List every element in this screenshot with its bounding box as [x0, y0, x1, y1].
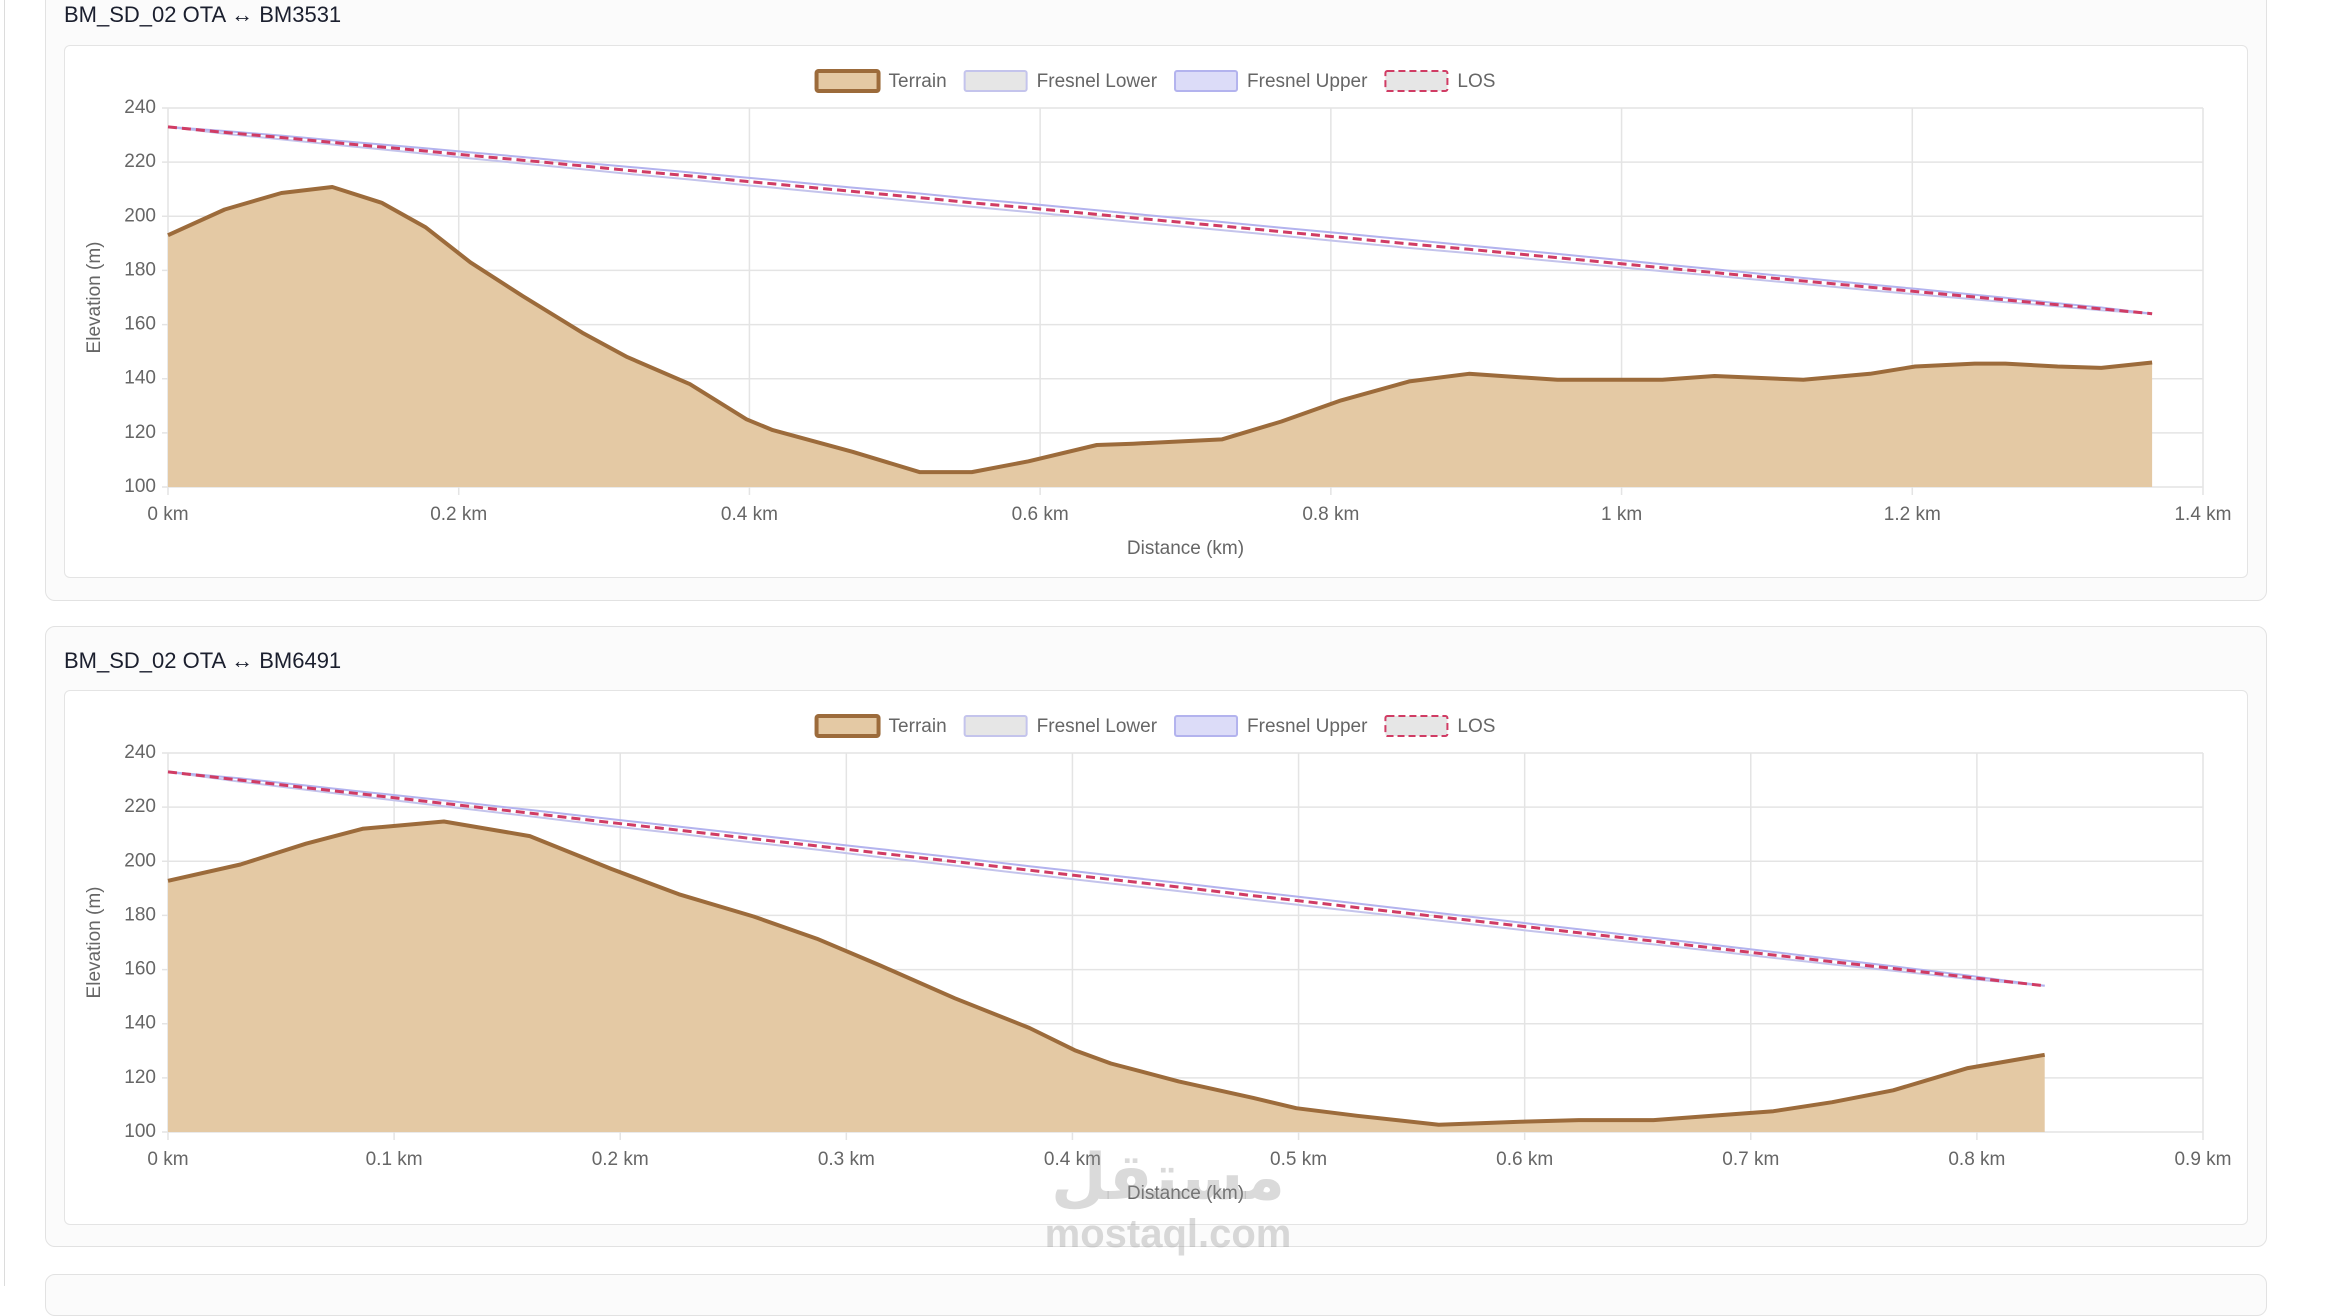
y-tick-label: 120	[124, 1067, 156, 1088]
legend-swatch	[1384, 715, 1449, 737]
card-title: BM_SD_02 OTA ↔ BM6491	[64, 648, 342, 673]
series-line	[167, 125, 2153, 315]
legend-label: Fresnel Lower	[1037, 716, 1158, 737]
x-tick-label: 1 km	[1601, 504, 1642, 525]
terrain-area	[168, 187, 2153, 487]
legend-label: Fresnel Lower	[1037, 71, 1158, 92]
page: BM_SD_02 OTA ↔ BM3531 BM_SD_02 OTA ↔ BM6…	[4, 0, 2267, 1316]
legend-swatch	[814, 714, 881, 738]
y-tick-label: 180	[124, 259, 156, 280]
x-tick-label: 0.5 km	[1270, 1149, 1327, 1170]
y-tick-label: 240	[124, 742, 156, 763]
legend-label: Terrain	[889, 716, 947, 737]
legend: Terrain Fresnel Lower Fresnel Upper LOS	[814, 69, 1495, 93]
x-axis-title: Distance (km)	[1127, 1183, 1244, 1204]
y-tick-label: 220	[124, 796, 156, 817]
x-tick-label: 1.2 km	[1884, 504, 1941, 525]
x-tick-label: 0.2 km	[592, 1149, 649, 1170]
y-tick-label: 180	[124, 904, 156, 925]
x-tick-label: 0 km	[147, 1149, 188, 1170]
y-tick-label: 120	[124, 422, 156, 443]
x-tick-label: 0 km	[147, 504, 188, 525]
x-tick-label: 0.6 km	[1496, 1149, 1553, 1170]
y-tick-label: 160	[124, 314, 156, 335]
y-tick-label: 100	[124, 476, 156, 497]
x-tick-label: 0.1 km	[366, 1149, 423, 1170]
x-tick-label: 0.8 km	[1302, 504, 1359, 525]
x-tick-label: 0.3 km	[818, 1149, 875, 1170]
legend-swatch	[1384, 70, 1449, 92]
card-title: BM_SD_02 OTA ↔ BM3531	[64, 2, 342, 27]
chart-box: 100 120 140 160 180 200 220 240 0 km 0.1 km 0.2 km…	[64, 690, 2248, 1225]
series-line	[167, 185, 2153, 475]
x-tick-label: 0.4 km	[721, 504, 778, 525]
terrain-area	[168, 821, 2045, 1132]
x-tick-label: 0.2 km	[430, 504, 487, 525]
y-tick-label: 200	[124, 850, 156, 871]
x-tick-label: 0.7 km	[1722, 1149, 1779, 1170]
series-line	[167, 770, 2045, 987]
series-line	[167, 770, 2045, 988]
y-tick-label: 220	[124, 151, 156, 172]
watermark-site: mostaql.com	[1044, 1212, 1292, 1256]
x-axis-title: Distance (km)	[1127, 538, 1244, 559]
legend-swatch	[814, 69, 881, 93]
chart: 100 120 140 160 180 200 220 240 0 km 0.1 km 0.2 km…	[84, 714, 2232, 1204]
legend-swatch	[963, 70, 1028, 92]
legend-label: LOS	[1457, 71, 1495, 92]
legend: Terrain Fresnel Lower Fresnel Upper LOS	[814, 714, 1495, 738]
y-tick-label: 140	[124, 368, 156, 389]
page-edge	[4, 0, 5, 1286]
y-tick-label: 160	[124, 959, 156, 980]
legend-swatch	[1174, 70, 1239, 92]
chart: 100 120 140 160 180 200 220 240 0 km 0.2 km 0.4 km…	[84, 69, 2232, 559]
x-tick-label: 0.4 km	[1044, 1149, 1101, 1170]
x-tick-label: 0.6 km	[1012, 504, 1069, 525]
chart-card	[45, 1274, 2267, 1316]
y-tick-label: 140	[124, 1013, 156, 1034]
y-axis-title: Elevation (m)	[84, 887, 105, 999]
y-tick-label: 100	[124, 1121, 156, 1142]
series-line	[167, 125, 2153, 316]
legend-label: Terrain	[889, 71, 947, 92]
x-tick-label: 0.9 km	[2174, 1149, 2231, 1170]
series-line	[167, 770, 2045, 987]
watermark-logo: مستقل	[1050, 1141, 1286, 1213]
series-line	[167, 819, 2046, 1127]
legend-label: LOS	[1457, 716, 1495, 737]
legend-label: Fresnel Upper	[1247, 71, 1368, 92]
legend-label: Fresnel Upper	[1247, 716, 1368, 737]
legend-swatch	[963, 715, 1028, 737]
chart-box: 100 120 140 160 180 200 220 240 0 km 0.2 km 0.4 km…	[64, 45, 2248, 578]
y-tick-label: 240	[124, 97, 156, 118]
y-tick-label: 200	[124, 205, 156, 226]
y-axis-title: Elevation (m)	[84, 242, 105, 354]
series-line	[167, 125, 2153, 315]
x-tick-label: 0.8 km	[1948, 1149, 2005, 1170]
legend-swatch	[1174, 715, 1239, 737]
x-tick-label: 1.4 km	[2174, 504, 2231, 525]
